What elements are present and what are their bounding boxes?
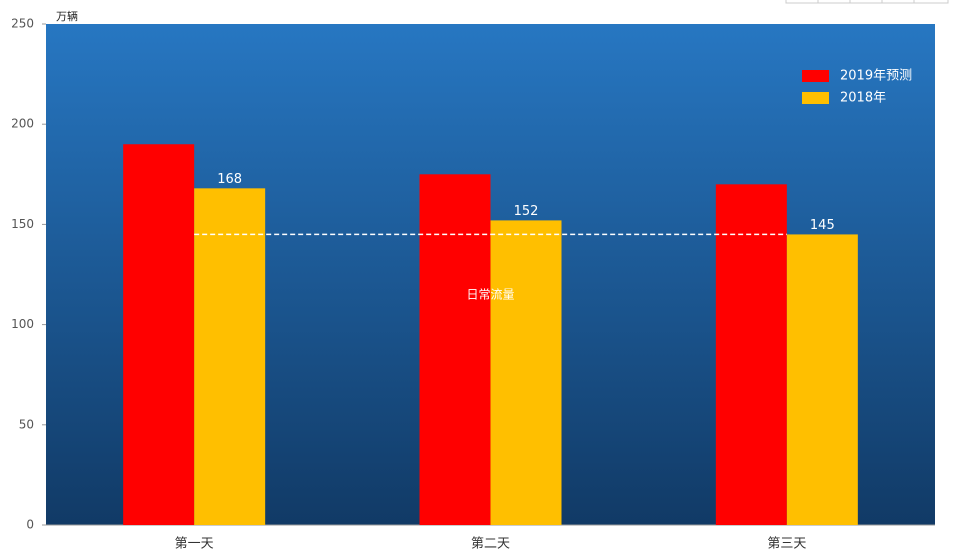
toolbox[interactable] (785, 0, 949, 4)
value-label: 145 (810, 218, 835, 233)
reference-label: 日常流量 (466, 288, 514, 302)
legend-swatch (802, 92, 829, 104)
legend-swatch (802, 70, 829, 82)
legend-label: 2018年 (840, 91, 886, 106)
bar (194, 188, 266, 525)
value-label: 152 (514, 204, 539, 219)
x-tick-label: 第二天 (471, 537, 510, 552)
bar (419, 174, 491, 526)
y-tick-label: 150 (11, 217, 34, 231)
bar (123, 144, 195, 526)
y-tick-label: 50 (19, 417, 34, 431)
bar (715, 184, 787, 525)
y-tick-label: 0 (26, 518, 34, 532)
y-unit: 万辆 (56, 9, 78, 23)
y-tick-label: 250 (11, 17, 34, 31)
y-tick-label: 100 (11, 317, 34, 331)
bar (490, 220, 562, 525)
value-label: 168 (217, 172, 242, 187)
x-tick-label: 第一天 (175, 537, 214, 552)
y-tick-label: 200 (11, 117, 34, 131)
bar (786, 234, 858, 526)
x-tick-label: 第三天 (767, 537, 806, 552)
legend-label: 2019年预测 (840, 69, 912, 84)
